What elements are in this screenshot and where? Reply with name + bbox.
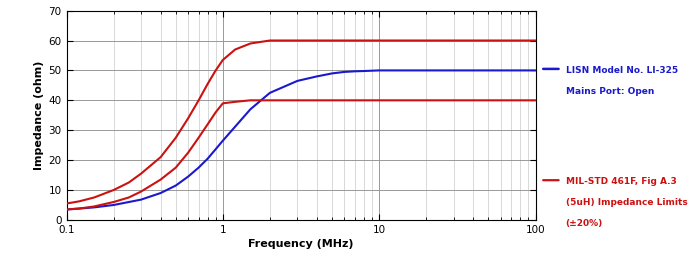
Text: (±20%): (±20%) — [566, 219, 603, 228]
Text: LISN Model No. LI-325: LISN Model No. LI-325 — [566, 66, 678, 75]
Y-axis label: Impedance (ohm): Impedance (ohm) — [34, 61, 44, 170]
Text: Mains Port: Open: Mains Port: Open — [566, 87, 654, 96]
Text: MIL-STD 461F, Fig A.3: MIL-STD 461F, Fig A.3 — [566, 177, 676, 186]
X-axis label: Frequency (MHz): Frequency (MHz) — [248, 239, 354, 249]
Text: (5uH) Impedance Limits: (5uH) Impedance Limits — [566, 198, 687, 207]
